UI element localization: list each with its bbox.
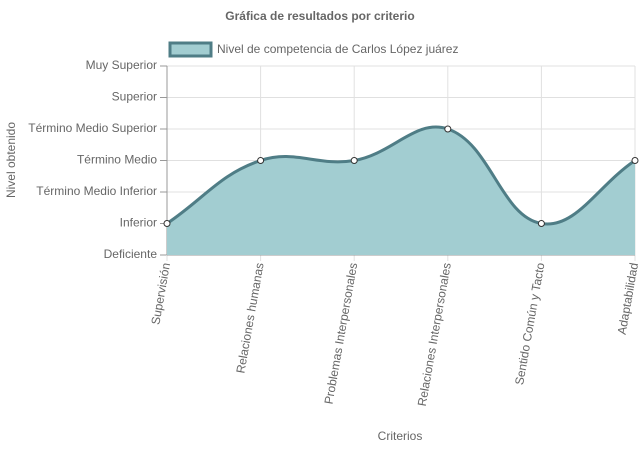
y-axis-title: Nivel obtenido: [4, 122, 18, 198]
x-tick-label: Adaptabilidad: [615, 262, 639, 336]
y-tick-label: Superior: [112, 90, 157, 104]
data-point: [257, 157, 265, 164]
legend-label: Nivel de competencia de Carlos López juá…: [217, 42, 458, 56]
data-point: [163, 220, 171, 227]
y-tick-label: Término Medio: [77, 153, 157, 167]
legend-swatch: [168, 41, 213, 58]
y-tick-label: Término Medio Superior: [28, 121, 157, 135]
data-point: [631, 157, 639, 164]
data-point: [444, 125, 452, 133]
y-tick-label: Muy Superior: [86, 58, 157, 72]
y-tick-label: Deficiente: [104, 247, 158, 261]
x-tick-label: Supervisión: [148, 262, 173, 326]
data-point: [350, 157, 358, 164]
x-axis-title: Criterios: [378, 429, 423, 443]
data-point: [537, 220, 545, 227]
series-line: [166, 125, 636, 226]
y-tick-label: Inferior: [120, 216, 157, 230]
y-tick-label: Término Medio Inferior: [36, 184, 157, 198]
x-tick-label: Problemas Interpersonales: [322, 262, 361, 406]
x-tick-label: Sentido Común y Tacto: [512, 261, 547, 386]
x-tick-label: Relaciones Interpersonales: [415, 262, 454, 408]
x-tick-label: Relaciones humanas: [233, 262, 266, 375]
area-fill: [167, 127, 635, 255]
chart-title: Gráfica de resultados por criterio: [225, 9, 414, 23]
